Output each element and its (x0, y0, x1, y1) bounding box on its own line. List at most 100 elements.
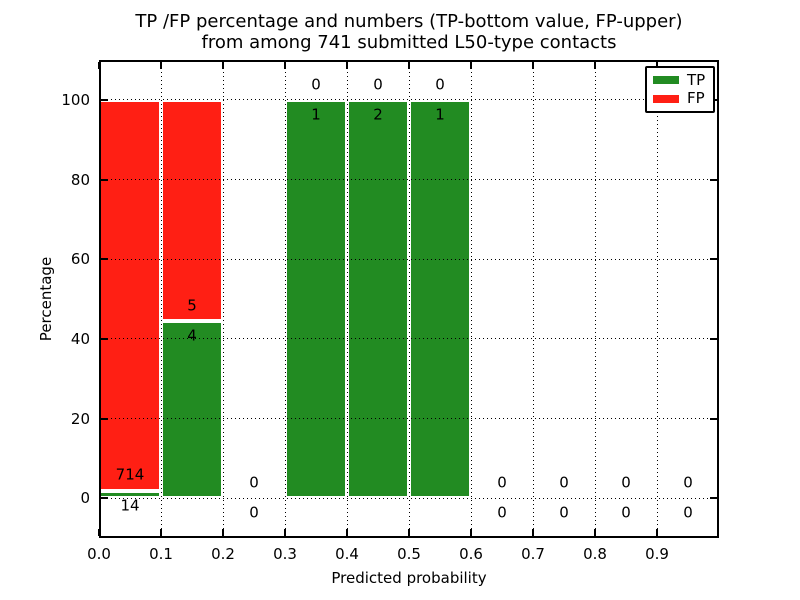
x-tick-label: 0.1 (149, 545, 173, 563)
x-tick-mark (98, 62, 100, 69)
bar-count-label-tp: 0 (621, 503, 631, 522)
grid-line-vertical (222, 60, 224, 538)
x-axis-label: Predicted probability (331, 569, 487, 587)
grid-line-vertical (160, 60, 162, 538)
grid-line-vertical (408, 60, 410, 538)
x-tick-label: 0.5 (397, 545, 421, 563)
x-tick-mark (408, 529, 410, 536)
x-tick-mark (470, 529, 472, 536)
bar-count-label-tp: 0 (559, 503, 569, 522)
x-tick-mark (160, 62, 162, 69)
grid-line-vertical (594, 60, 596, 538)
bar-count-label-fp: 0 (435, 75, 445, 94)
grid-line-vertical (532, 60, 534, 538)
y-tick-label: 0 (80, 489, 90, 508)
legend-swatch-fp (653, 94, 679, 103)
y-tick-mark (101, 98, 108, 101)
bar-count-label-tp: 1 (435, 105, 445, 124)
y-tick-mark (101, 497, 108, 500)
x-tick-mark (284, 529, 286, 536)
bar-count-label-tp: 14 (120, 496, 140, 515)
bar-tp (409, 99, 471, 499)
x-tick-mark (594, 62, 596, 69)
bar-fp (99, 99, 161, 491)
x-tick-mark (470, 62, 472, 69)
bar-fp (161, 99, 223, 322)
bar-tp (347, 99, 409, 499)
bar-tp (285, 99, 347, 499)
bar-count-label-fp: 0 (497, 473, 507, 492)
x-tick-mark (408, 62, 410, 69)
x-tick-label: 0.2 (211, 545, 235, 563)
grid-line-vertical (470, 60, 472, 538)
bar-count-label-fp: 0 (373, 75, 383, 94)
legend-swatch-tp (653, 76, 679, 85)
bar-tp (161, 321, 223, 499)
bar-count-label-fp: 0 (621, 473, 631, 492)
x-tick-mark (284, 62, 286, 69)
grid-line-vertical (656, 60, 658, 538)
y-tick-label: 100 (61, 90, 90, 109)
x-tick-label: 0.3 (273, 545, 297, 563)
axis-spine-top (99, 60, 719, 62)
bar-count-label-fp: 5 (187, 296, 197, 315)
chart-title-line-1: TP /FP percentage and numbers (TP-bottom… (135, 11, 683, 32)
x-tick-mark (222, 62, 224, 69)
y-tick-label: 20 (70, 409, 90, 428)
y-tick-mark (101, 417, 108, 420)
bar-count-label-fp: 0 (249, 473, 259, 492)
y-tick-mark (710, 417, 717, 420)
legend: TP FP (645, 66, 715, 113)
x-tick-mark (532, 62, 534, 69)
bar-count-label-fp: 714 (115, 465, 145, 484)
x-tick-label: 0.7 (521, 545, 545, 563)
y-tick-mark (710, 178, 717, 181)
grid-line-vertical (284, 60, 286, 538)
bar-count-label-tp: 2 (373, 105, 383, 124)
bar-count-label-fp: 0 (683, 473, 693, 492)
legend-item: TP (653, 70, 707, 89)
bar-count-label-tp: 0 (683, 503, 693, 522)
x-tick-mark (98, 529, 100, 536)
x-tick-mark (532, 529, 534, 536)
plot-area: 714 14 5 4 0 0 0 1 0 2 0 1 0 0 0 0 0 0 0 0 (98, 60, 719, 538)
x-tick-mark (222, 529, 224, 536)
legend-item: FP (653, 91, 707, 106)
x-tick-label: 0.0 (87, 545, 111, 563)
bar-count-label-tp: 0 (249, 503, 259, 522)
x-tick-label: 0.8 (583, 545, 607, 563)
grid-line-vertical (346, 60, 348, 538)
bar-count-label-tp: 0 (497, 503, 507, 522)
bar-count-label-tp: 1 (311, 105, 321, 124)
y-axis-label: Percentage (37, 256, 55, 342)
y-tick-label: 40 (70, 329, 90, 348)
x-tick-label: 0.9 (645, 545, 669, 563)
x-tick-mark (656, 62, 658, 69)
y-tick-mark (101, 178, 108, 181)
chart-title-line-2: from among 741 submitted L50-type contac… (201, 32, 617, 53)
bar-count-label-tp: 4 (187, 326, 197, 345)
x-tick-mark (656, 529, 658, 536)
chart-title: TP /FP percentage and numbers (TP-bottom… (135, 11, 682, 53)
axis-spine-left (99, 60, 101, 538)
legend-label: FP (687, 89, 705, 108)
x-tick-mark (594, 529, 596, 536)
bar-count-label-fp: 0 (559, 473, 569, 492)
y-tick-mark (710, 337, 717, 340)
bar-count-label-fp: 0 (311, 75, 321, 94)
x-tick-mark (346, 529, 348, 536)
axis-spine-bottom (99, 536, 719, 538)
x-tick-label: 0.6 (459, 545, 483, 563)
y-tick-mark (710, 497, 717, 500)
axis-spine-right (717, 60, 719, 538)
x-tick-mark (346, 62, 348, 69)
y-tick-mark (710, 258, 717, 261)
y-tick-label: 60 (70, 250, 90, 269)
y-tick-mark (101, 337, 108, 340)
x-tick-mark (160, 529, 162, 536)
legend-label: TP (687, 70, 706, 89)
y-tick-mark (101, 258, 108, 261)
y-tick-label: 80 (70, 170, 90, 189)
x-tick-label: 0.4 (335, 545, 359, 563)
